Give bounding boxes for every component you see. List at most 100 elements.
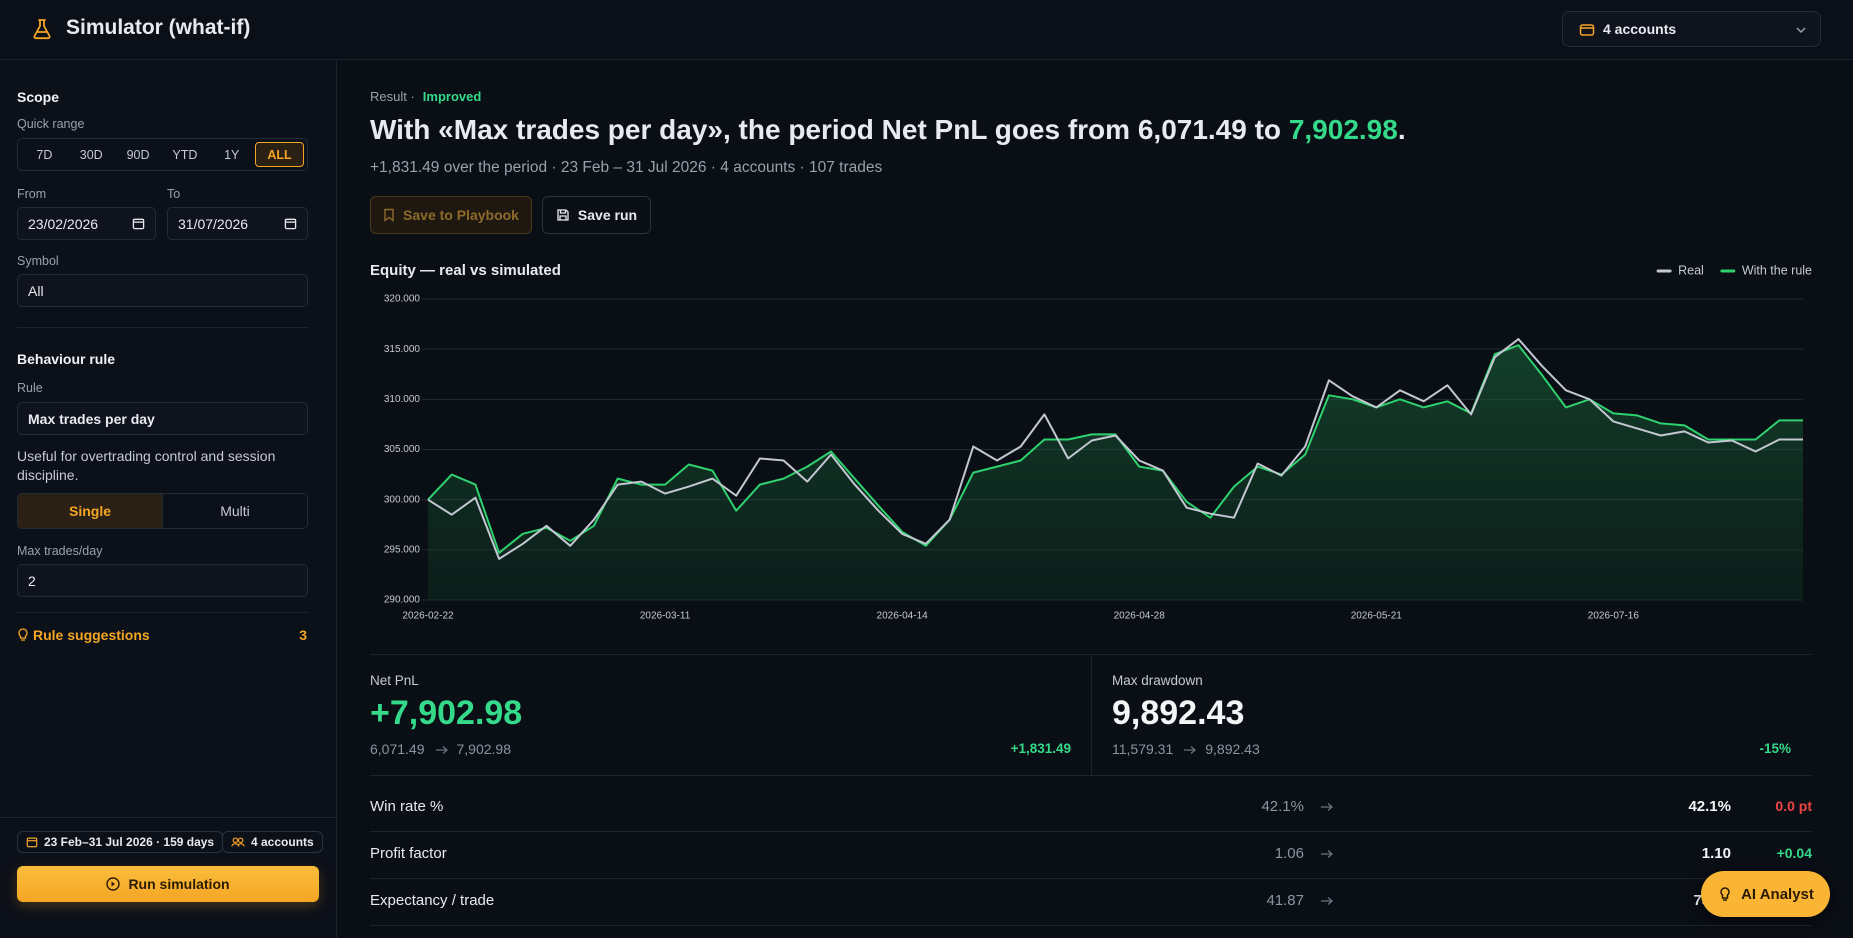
arrow-icon <box>1321 897 1333 905</box>
stat-label: Max drawdown <box>1112 673 1203 688</box>
chart-title: Equity — real vs simulated <box>370 262 561 279</box>
arrow-icon <box>1321 803 1333 811</box>
arrow-path <box>1321 803 1333 811</box>
rule-select[interactable]: Max trades per day <box>17 402 308 435</box>
symbol-select[interactable]: All <box>17 274 308 307</box>
bulb-icon <box>18 628 28 641</box>
rule-value: Max trades per day <box>28 410 155 427</box>
calendar-icon <box>284 218 297 230</box>
run-label: Run simulation <box>128 876 230 892</box>
rule-heading: Behaviour rule <box>17 351 116 367</box>
line <box>427 338 1803 560</box>
x-tick-label: 2026-05-21 <box>1351 611 1403 622</box>
y-tick-label: 305.000 <box>384 444 421 455</box>
stat-value: +7,902.98 <box>370 694 523 732</box>
metric-real: 1.06 <box>1274 845 1304 862</box>
divider <box>1091 654 1092 775</box>
y-tick-label: 290.000 <box>384 595 421 606</box>
metric-label: Expectancy / trade <box>370 892 495 909</box>
arrow-path <box>1184 746 1197 754</box>
metric-real: 41.87 <box>1266 892 1304 909</box>
from-input[interactable]: 23/02/2026 <box>17 207 156 240</box>
from-value: 23/02/2026 <box>28 215 99 232</box>
accounts-label: 4 accounts <box>1603 21 1677 37</box>
stat-to: 9,892.43 <box>1205 741 1260 757</box>
save-run-button[interactable]: Save run <box>542 196 651 234</box>
accounts-dropdown[interactable]: 4 accounts <box>1562 11 1821 47</box>
bookmark-icon <box>384 208 394 222</box>
x-tick-label: 2026-07-16 <box>1588 611 1640 622</box>
save-playbook-button[interactable]: Save to Playbook <box>370 196 532 234</box>
max-value: 2 <box>28 572 36 589</box>
range-button[interactable]: 30D <box>79 147 103 162</box>
symbol-label: Symbol <box>17 254 59 268</box>
y-tick-label: 310.000 <box>384 394 421 405</box>
calendar-icon <box>26 837 38 848</box>
flask-icon <box>33 19 51 40</box>
divider <box>370 925 1812 926</box>
divider <box>0 817 336 818</box>
headline-value: 7,902.98 <box>1288 114 1398 145</box>
wallet-icon <box>1579 24 1595 36</box>
arrow-path <box>1321 850 1333 858</box>
mode-button[interactable]: Single <box>18 494 162 528</box>
to-value: 31/07/2026 <box>178 215 249 232</box>
mode-button[interactable]: Multi <box>162 494 307 528</box>
period-chip: 23 Feb–31 Jul 2026 · 159 days <box>17 831 224 853</box>
metric-label: Profit factor <box>370 845 447 862</box>
to-label: To <box>167 187 181 201</box>
run-button[interactable]: Run simulation <box>17 866 319 902</box>
range-button[interactable]: 90D <box>126 147 150 162</box>
headline: With «Max trades per day», the period Ne… <box>370 114 1406 146</box>
metric-delta: +0.04 <box>1776 845 1812 861</box>
metric-real: 42.1% <box>1261 798 1304 815</box>
metric-sim: 42.1% <box>1688 798 1731 815</box>
legend-label: Real <box>1678 263 1704 277</box>
accounts-chip: 4 accounts <box>222 831 323 853</box>
result-status: Improved <box>422 89 482 104</box>
range-button[interactable]: ALL <box>255 142 304 167</box>
sidebar: Scope Quick range 7D 30D 90D YTD 1Y ALL From … <box>0 61 337 938</box>
stat-delta: +1,831.49 <box>1010 741 1071 756</box>
scope-heading: Scope <box>17 89 60 105</box>
stat-delta: -15% <box>1759 741 1791 756</box>
stat-to: 7,902.98 <box>456 741 512 757</box>
range-button[interactable]: 1Y <box>224 147 240 162</box>
range-button[interactable]: YTD <box>172 147 198 162</box>
rule-suggestions[interactable]: Rule suggestions <box>17 627 150 643</box>
equity-chart: Equity — real vs simulated 290.000 295.00… <box>370 262 1812 622</box>
ai-analyst-label: AI Analyst <box>1741 885 1814 903</box>
rule-description: Useful for overtrading control and sessi… <box>17 448 276 483</box>
save-run-label: Save run <box>577 207 638 223</box>
symbol-value: All <box>28 282 44 299</box>
accounts-text: 4 accounts <box>251 835 314 849</box>
arrow-path <box>1321 897 1333 905</box>
stat-value: 9,892.43 <box>1112 694 1245 732</box>
x-tick-label: 2026-02-22 <box>402 611 454 622</box>
max-input[interactable]: 2 <box>17 564 308 597</box>
x-tick-label: 2026-04-28 <box>1114 611 1166 622</box>
arrow-icon <box>435 746 448 754</box>
from-label: From <box>17 187 47 201</box>
line <box>427 344 1803 554</box>
suggestions-count: 3 <box>299 627 307 643</box>
ai-analyst-button[interactable]: AI Analyst <box>1701 871 1830 917</box>
divider <box>370 775 1812 776</box>
mode-toggle: Single Multi <box>17 493 308 529</box>
stat-label: Net PnL <box>370 673 419 688</box>
metric-sim: 1.10 <box>1701 845 1731 862</box>
to-input[interactable]: 31/07/2026 <box>167 207 308 240</box>
range-button[interactable]: 7D <box>36 147 53 162</box>
divider <box>17 612 308 613</box>
area <box>428 345 1803 600</box>
divider <box>17 327 308 328</box>
y-tick-label: 295.000 <box>384 544 421 555</box>
arrow-icon <box>1184 746 1197 754</box>
metric-delta: 0.0 pt <box>1775 798 1812 814</box>
quick-range: 7D 30D 90D YTD 1Y ALL <box>17 138 308 171</box>
max-label: Max trades/day <box>17 544 103 558</box>
calendar-icon <box>132 218 145 230</box>
subline: +1,831.49 over the period · 23 Feb – 31 … <box>370 159 883 176</box>
people-icon <box>231 837 245 847</box>
metric-label: Win rate % <box>370 798 444 815</box>
